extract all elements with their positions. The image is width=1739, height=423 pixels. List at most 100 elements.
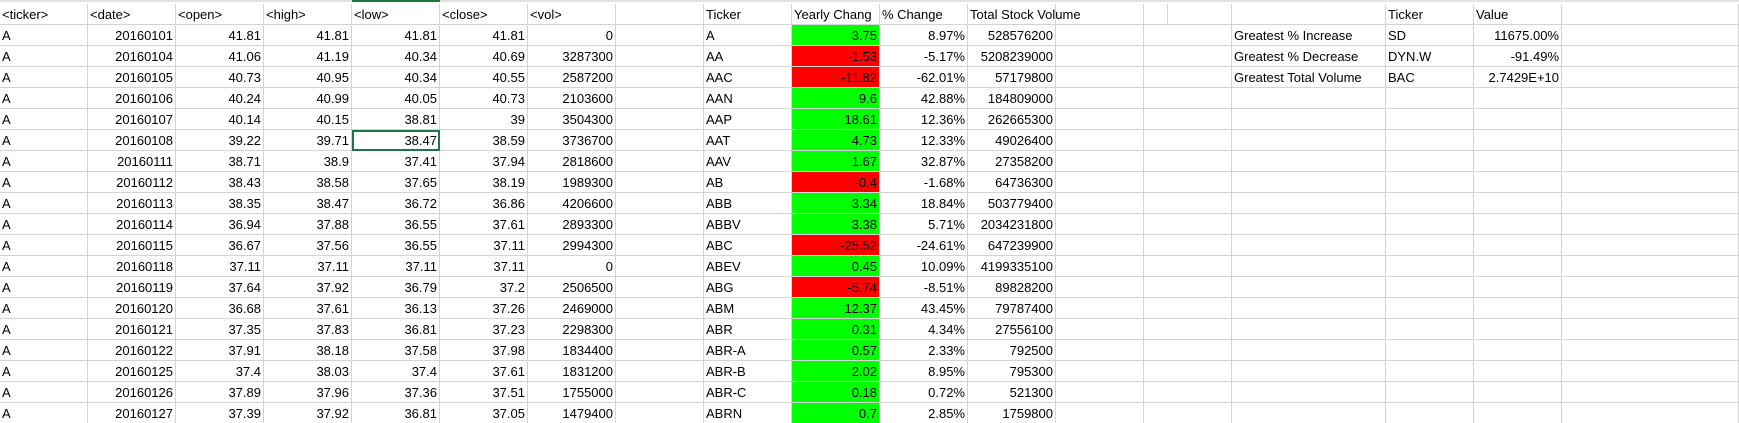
empty-cell[interactable]	[1144, 298, 1232, 319]
cell-close[interactable]: 38.19	[440, 172, 528, 193]
cell-high[interactable]: 40.95	[264, 67, 352, 88]
cell-vol[interactable]: 2994300	[528, 235, 616, 256]
summary-ticker[interactable]: AAV	[704, 151, 792, 172]
empty-cell[interactable]	[1232, 88, 1386, 109]
cell-vol[interactable]: 1831200	[528, 361, 616, 382]
empty-cell[interactable]	[1562, 67, 1739, 88]
cell-vol[interactable]: 2818600	[528, 151, 616, 172]
cell-open[interactable]: 36.68	[176, 298, 264, 319]
empty-cell[interactable]	[1144, 172, 1232, 193]
empty-cell[interactable]	[1144, 235, 1232, 256]
cell-high[interactable]: 37.92	[264, 277, 352, 298]
cell-low[interactable]: 37.4	[352, 361, 440, 382]
empty-cell[interactable]	[1386, 193, 1474, 214]
cell-vol[interactable]: 3287300	[528, 46, 616, 67]
cell-date[interactable]: 20160114	[88, 214, 176, 235]
cell-open[interactable]: 37.4	[176, 361, 264, 382]
cell-open[interactable]: 39.22	[176, 130, 264, 151]
cell-open[interactable]: 40.14	[176, 109, 264, 130]
cell-low[interactable]: 36.79	[352, 277, 440, 298]
cell-low[interactable]: 36.72	[352, 193, 440, 214]
cell-date[interactable]: 20160118	[88, 256, 176, 277]
summary-ticker[interactable]: ABG	[704, 277, 792, 298]
summary-yearly-change[interactable]: -0.4	[792, 172, 880, 193]
summary-pct-change[interactable]: 32.87%	[880, 151, 968, 172]
empty-cell[interactable]	[1056, 109, 1144, 130]
cell-date[interactable]: 20160108	[88, 130, 176, 151]
greatest-value[interactable]: -91.49%	[1474, 46, 1562, 67]
summary-pct-change[interactable]: -62.01%	[880, 67, 968, 88]
empty-cell[interactable]	[1474, 319, 1562, 340]
greatest-label[interactable]: Greatest % Decrease	[1232, 46, 1386, 67]
header-vol[interactable]: <vol>	[528, 4, 616, 25]
cell-vol[interactable]: 3736700	[528, 130, 616, 151]
cell-low[interactable]: 40.34	[352, 46, 440, 67]
empty-cell[interactable]	[1144, 403, 1232, 423]
empty-cell[interactable]	[1474, 193, 1562, 214]
cell-ticker[interactable]: A	[0, 235, 88, 256]
cell-low[interactable]: 36.13	[352, 298, 440, 319]
empty-cell[interactable]	[1474, 214, 1562, 235]
empty-cell[interactable]	[1232, 256, 1386, 277]
empty-cell[interactable]	[1474, 277, 1562, 298]
summary-pct-change[interactable]: 12.36%	[880, 109, 968, 130]
header-greatest-ticker[interactable]: Ticker	[1386, 4, 1474, 25]
cell-close[interactable]: 41.81	[440, 25, 528, 46]
empty-cell[interactable]	[616, 298, 704, 319]
empty-cell[interactable]	[616, 256, 704, 277]
summary-ticker[interactable]: ABEV	[704, 256, 792, 277]
summary-yearly-change[interactable]: -1.53	[792, 46, 880, 67]
summary-pct-change[interactable]: 8.95%	[880, 361, 968, 382]
empty-cell[interactable]	[616, 319, 704, 340]
cell-low[interactable]: 38.81	[352, 109, 440, 130]
cell-close[interactable]: 37.2	[440, 277, 528, 298]
empty-cell[interactable]	[1474, 88, 1562, 109]
cell-open[interactable]: 37.89	[176, 382, 264, 403]
summary-pct-change[interactable]: 43.45%	[880, 298, 968, 319]
empty-cell[interactable]	[616, 25, 704, 46]
greatest-ticker[interactable]: SD	[1386, 25, 1474, 46]
summary-ticker[interactable]: A	[704, 25, 792, 46]
empty-cell[interactable]	[1144, 193, 1232, 214]
empty-cell[interactable]	[1232, 4, 1386, 25]
cell-open[interactable]: 41.06	[176, 46, 264, 67]
summary-pct-change[interactable]: 12.33%	[880, 130, 968, 151]
cell-high[interactable]: 38.58	[264, 172, 352, 193]
empty-cell[interactable]	[1144, 382, 1232, 403]
summary-total-volume[interactable]: 262665300	[968, 109, 1056, 130]
empty-cell[interactable]	[1562, 130, 1739, 151]
summary-yearly-change[interactable]: 3.34	[792, 193, 880, 214]
header-yearly-change[interactable]: Yearly Chang	[792, 4, 880, 25]
empty-cell[interactable]	[1562, 340, 1739, 361]
summary-total-volume[interactable]: 2034231800	[968, 214, 1056, 235]
cell-close[interactable]: 36.86	[440, 193, 528, 214]
empty-cell[interactable]	[1386, 151, 1474, 172]
cell-date[interactable]: 20160111	[88, 151, 176, 172]
empty-cell[interactable]	[1386, 214, 1474, 235]
cell-high[interactable]: 40.99	[264, 88, 352, 109]
cell-low[interactable]: 36.55	[352, 235, 440, 256]
summary-total-volume[interactable]: 184809000	[968, 88, 1056, 109]
cell-high[interactable]: 38.9	[264, 151, 352, 172]
cell-close[interactable]: 37.98	[440, 340, 528, 361]
cell-close[interactable]: 37.61	[440, 361, 528, 382]
cell-date[interactable]: 20160120	[88, 298, 176, 319]
empty-cell[interactable]	[1232, 214, 1386, 235]
cell-high[interactable]: 40.15	[264, 109, 352, 130]
empty-cell[interactable]	[1562, 46, 1739, 67]
empty-cell[interactable]	[1562, 403, 1739, 423]
empty-cell[interactable]	[616, 109, 704, 130]
summary-ticker[interactable]: ABC	[704, 235, 792, 256]
cell-open[interactable]: 38.35	[176, 193, 264, 214]
cell-close[interactable]: 37.11	[440, 256, 528, 277]
cell-low[interactable]: 37.11	[352, 256, 440, 277]
empty-cell[interactable]	[1562, 25, 1739, 46]
summary-total-volume[interactable]: 27556100	[968, 319, 1056, 340]
cell-high[interactable]: 41.81	[264, 25, 352, 46]
summary-pct-change[interactable]: 2.85%	[880, 403, 968, 423]
empty-cell[interactable]	[1056, 235, 1144, 256]
empty-cell[interactable]	[1056, 25, 1144, 46]
cell-vol[interactable]: 3504300	[528, 109, 616, 130]
cell-date[interactable]: 20160113	[88, 193, 176, 214]
cell-ticker[interactable]: A	[0, 109, 88, 130]
